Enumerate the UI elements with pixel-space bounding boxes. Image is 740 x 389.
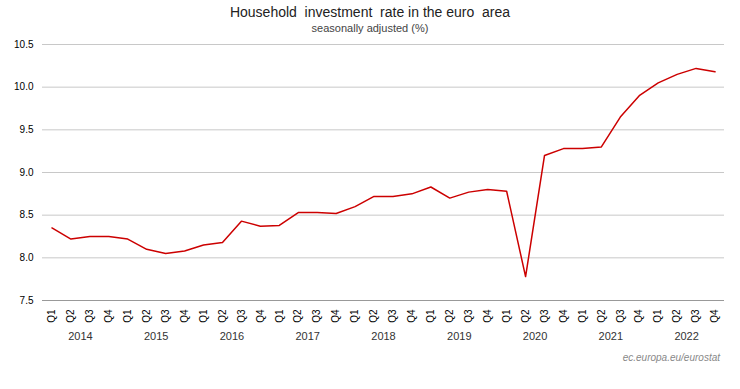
svg-text:2016: 2016 xyxy=(220,330,244,342)
svg-text:Q1: Q1 xyxy=(652,309,663,323)
svg-text:2014: 2014 xyxy=(68,330,92,342)
svg-text:Q3: Q3 xyxy=(84,309,95,323)
svg-text:2021: 2021 xyxy=(599,330,623,342)
html-text:Household investment rate in t: Household investment rate in the euro ar… xyxy=(229,4,511,20)
svg-text:Q3: Q3 xyxy=(539,309,550,323)
svg-text:Q3: Q3 xyxy=(311,309,322,323)
svg-text:Q1: Q1 xyxy=(46,309,57,323)
svg-text:Q1: Q1 xyxy=(122,309,133,323)
svg-text:8.0: 8.0 xyxy=(20,252,34,263)
svg-text:10.5: 10.5 xyxy=(14,39,34,50)
svg-text:2018: 2018 xyxy=(371,330,395,342)
svg-text:2020: 2020 xyxy=(523,330,547,342)
svg-text:9.5: 9.5 xyxy=(20,124,34,135)
svg-text:Q4: Q4 xyxy=(255,309,266,323)
svg-text:Q2: Q2 xyxy=(141,309,152,323)
svg-text:9.0: 9.0 xyxy=(20,167,34,178)
svg-text:Q3: Q3 xyxy=(160,309,171,323)
svg-text:8.5: 8.5 xyxy=(20,209,34,220)
svg-text:Q2: Q2 xyxy=(292,309,303,323)
svg-text:Q4: Q4 xyxy=(633,309,644,323)
svg-text:Q1: Q1 xyxy=(425,309,436,323)
svg-text:Q3: Q3 xyxy=(387,309,398,323)
svg-text:Q3: Q3 xyxy=(615,309,626,323)
svg-text:Q2: Q2 xyxy=(65,309,76,323)
svg-text:7.5: 7.5 xyxy=(20,295,34,306)
svg-text:Q2: Q2 xyxy=(596,309,607,323)
svg-text:Q2: Q2 xyxy=(217,309,228,323)
svg-text:2017: 2017 xyxy=(295,330,319,342)
svg-text:Q1: Q1 xyxy=(501,309,512,323)
svg-text:Q2: Q2 xyxy=(520,309,531,323)
svg-text:Q1: Q1 xyxy=(274,309,285,323)
svg-text:Q4: Q4 xyxy=(103,309,114,323)
svg-text:Q4: Q4 xyxy=(482,309,493,323)
svg-text:Q4: Q4 xyxy=(558,309,569,323)
svg-text:2019: 2019 xyxy=(447,330,471,342)
html-text:seasonally adjusted (%): seasonally adjusted (%) xyxy=(311,22,429,34)
svg-text:Q1: Q1 xyxy=(349,309,360,323)
svg-text:Q3: Q3 xyxy=(690,309,701,323)
svg-text:Q4: Q4 xyxy=(709,309,720,323)
html-text:ec.europa.eu/eurostat: ec.europa.eu/eurostat xyxy=(622,352,720,363)
svg-text:2015: 2015 xyxy=(144,330,168,342)
svg-text:Q2: Q2 xyxy=(368,309,379,323)
svg-text:Q3: Q3 xyxy=(463,309,474,323)
svg-text:Q2: Q2 xyxy=(671,309,682,323)
svg-text:Q1: Q1 xyxy=(198,309,209,323)
svg-text:Q4: Q4 xyxy=(406,309,417,323)
svg-text:10.0: 10.0 xyxy=(14,81,34,92)
svg-text:Q4: Q4 xyxy=(330,309,341,323)
svg-text:Q4: Q4 xyxy=(179,309,190,323)
svg-text:Q1: Q1 xyxy=(577,309,588,323)
svg-text:Q3: Q3 xyxy=(236,309,247,323)
svg-text:2022: 2022 xyxy=(674,330,698,342)
svg-text:Q2: Q2 xyxy=(444,309,455,323)
